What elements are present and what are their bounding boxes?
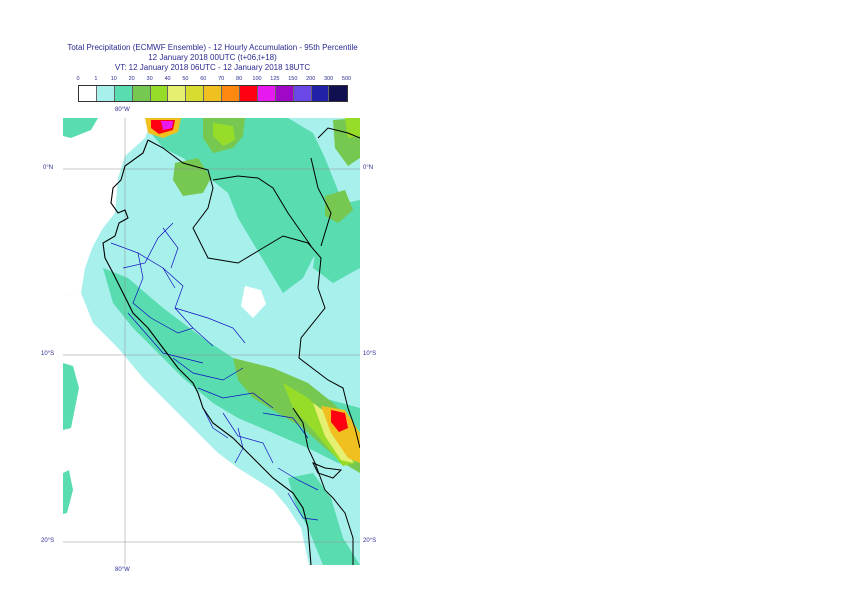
chart-header: Total Precipitation (ECMWF Ensemble) - 1… [0,43,425,73]
lat-label-20s-right: 20°S [363,538,376,544]
legend-tick-label: 20 [129,76,135,82]
precipitation-map: 80°W 80°W 0°N 10°S 20°S 0°N 10°S 20°S [63,118,360,565]
legend-tick-label: 40 [164,76,170,82]
lon-label-bottom: 80°W [115,567,130,573]
lat-label-0-right: 0°N [363,165,373,171]
legend-swatch [186,86,204,101]
lat-label-20s-left: 20°S [41,538,54,544]
legend-swatch [276,86,294,101]
legend-tick-label: 1 [94,76,97,82]
legend-swatch [204,86,222,101]
legend-swatch [294,86,312,101]
legend-tick-label: 150 [288,76,297,82]
legend-swatch [79,86,97,101]
legend-swatch [222,86,240,101]
legend-swatch [97,86,115,101]
legend-tick-label: 300 [324,76,333,82]
lat-label-10s-right: 10°S [363,351,376,357]
legend-tick-label: 100 [252,76,261,82]
legend-tick-label: 500 [342,76,351,82]
legend-tick-label: 10 [111,76,117,82]
legend-swatch [312,86,330,101]
legend-tick-label: 200 [306,76,315,82]
color-legend: 0 1 10 20 30 40 50 60 70 80 100 125 150 200 300 500 [78,76,348,85]
run-time: 12 January 2018 00UTC (t+06,t+18) [0,53,425,63]
legend-tick-label: 80 [236,76,242,82]
valid-time: VT: 12 January 2018 06UTC - 12 January 2… [0,63,425,73]
legend-swatch [115,86,133,101]
legend-swatch [258,86,276,101]
lon-label-top: 80°W [115,107,130,113]
map-canvas [63,118,360,565]
lat-label-10s-left: 10°S [41,351,54,357]
legend-swatch [168,86,186,101]
legend-tick-labels: 0 1 10 20 30 40 50 60 70 80 100 125 150 200 300 500 [78,76,348,85]
legend-tick-label: 0 [76,76,79,82]
legend-tick-label: 50 [182,76,188,82]
legend-swatches [78,85,348,102]
lat-label-0-left: 0°N [43,165,53,171]
legend-tick-label: 125 [270,76,279,82]
legend-tick-label: 70 [218,76,224,82]
chart-title: Total Precipitation (ECMWF Ensemble) - 1… [0,43,425,53]
legend-swatch [151,86,169,101]
legend-swatch [329,86,347,101]
legend-swatch [240,86,258,101]
legend-tick-label: 30 [147,76,153,82]
legend-tick-label: 60 [200,76,206,82]
legend-swatch [133,86,151,101]
